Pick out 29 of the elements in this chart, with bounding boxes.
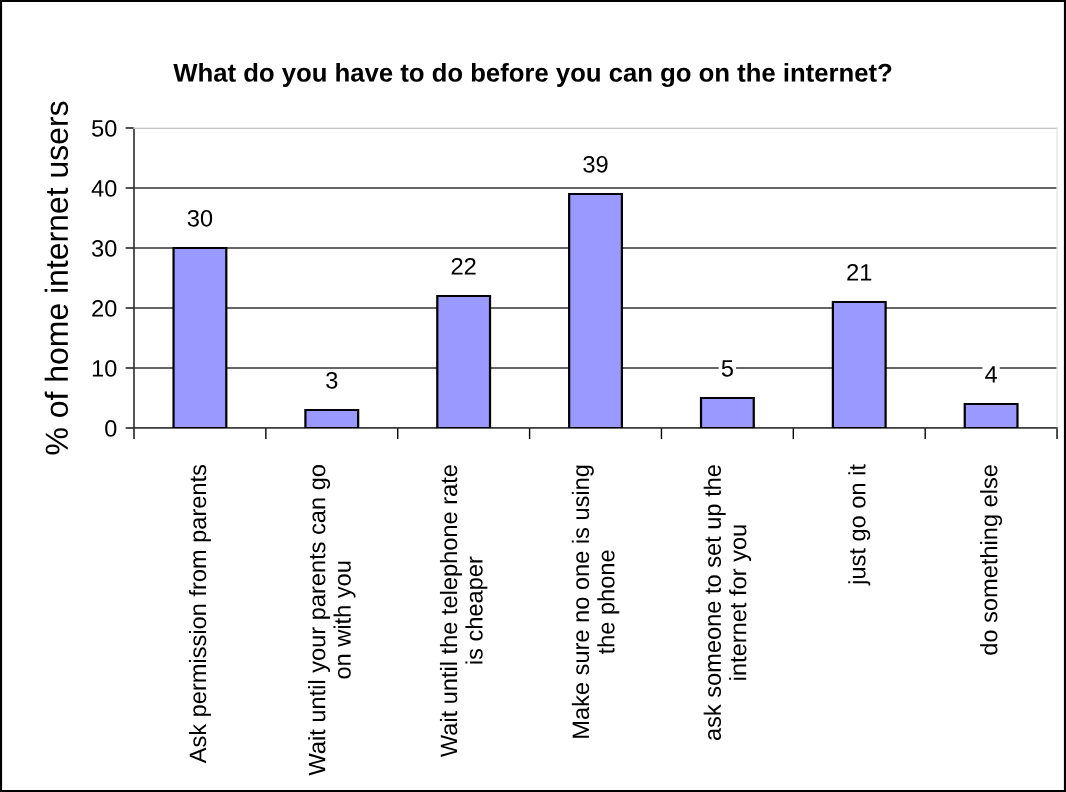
y-tick-label: 10 <box>92 360 117 377</box>
bar <box>304 408 360 428</box>
bar <box>699 396 755 428</box>
y-tick-label: 40 <box>91 180 117 197</box>
chart-title: What do you have to do before you can go on the internet? <box>173 62 892 88</box>
bar <box>436 294 492 428</box>
data-label: 39 <box>583 155 608 173</box>
x-tick-label: Ask permission from parents <box>188 464 211 764</box>
x-tick-label: Wait until the telephone rate is cheaper <box>439 465 488 758</box>
x-tick-label: Make sure no one is using the phone <box>571 465 620 738</box>
data-label: 4 <box>985 366 997 383</box>
data-label: 22 <box>451 257 476 275</box>
data-label: 21 <box>847 263 872 281</box>
x-tick-label: do something else <box>980 465 1003 655</box>
y-tick-label: 0 <box>105 420 117 437</box>
y-tick-label: 50 <box>92 120 117 137</box>
x-tick-label: ask someone to set up the internet for you <box>703 465 752 741</box>
data-label: 5 <box>721 360 733 377</box>
y-axis-title: % of home internet users <box>44 101 69 455</box>
bar <box>172 246 228 428</box>
bar <box>831 300 887 428</box>
bar <box>568 192 623 428</box>
x-tick-label: just go on it <box>848 464 871 586</box>
y-tick-label: 20 <box>92 300 117 317</box>
y-tick-label: 30 <box>91 240 117 257</box>
bar <box>963 402 1019 428</box>
data-label: 3 <box>326 371 338 389</box>
data-label: 30 <box>187 209 213 227</box>
x-tick-label: Wait until your parents can go on with you <box>308 465 356 776</box>
